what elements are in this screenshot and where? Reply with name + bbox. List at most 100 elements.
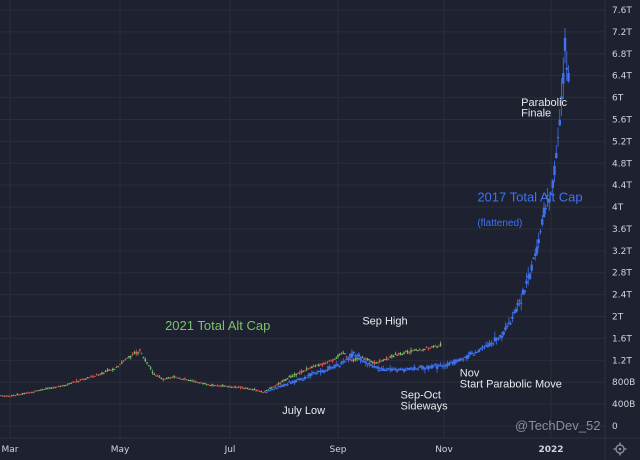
candle-body [434, 363, 437, 365]
candle-body [241, 386, 243, 388]
y-tick-label: 1.6T [612, 334, 632, 344]
candle-body [169, 377, 172, 379]
candle-body [425, 346, 428, 348]
candle-body [331, 366, 334, 369]
candle-body [474, 352, 477, 354]
candle-body [410, 350, 412, 352]
candle-body [455, 360, 458, 362]
candle-body [291, 380, 294, 383]
candle-body [333, 358, 336, 360]
candle-body [343, 361, 347, 363]
candle-body [246, 388, 249, 390]
candle-body [532, 257, 535, 259]
candle-body [411, 350, 414, 352]
candle-body [248, 388, 250, 390]
candle-body [335, 364, 338, 366]
candle-body [140, 353, 143, 355]
candle-body [275, 387, 279, 389]
candle-body [354, 358, 357, 360]
candle-body [380, 367, 383, 370]
candle-body [356, 357, 358, 360]
candle-body [435, 365, 439, 369]
candle-body [383, 370, 387, 372]
candle-body [57, 385, 60, 387]
candle-body [295, 373, 297, 376]
candle-body [498, 335, 502, 337]
candle-body [286, 378, 289, 380]
candle-body [75, 380, 78, 382]
candle-body [157, 375, 159, 377]
candle-body [380, 360, 383, 362]
candle-body [212, 384, 215, 386]
candle-body [81, 379, 83, 381]
candle-body [389, 356, 391, 358]
candle-body [173, 376, 175, 378]
candle-body [357, 354, 361, 357]
candle-body [472, 354, 476, 356]
candle-body [427, 348, 430, 350]
candle-body [526, 275, 530, 278]
series-layer [0, 27, 570, 398]
candle-body [463, 356, 467, 358]
candle-body [349, 359, 351, 361]
candle-body [38, 390, 40, 392]
candle-body [512, 312, 516, 314]
candle-body [325, 363, 327, 365]
candle-body [402, 368, 406, 372]
candle-body [523, 290, 526, 293]
candle-body [432, 366, 435, 368]
candle-body [202, 383, 204, 385]
candle-body [289, 382, 293, 384]
candle-body [176, 377, 179, 379]
candle-body [534, 253, 537, 257]
candle-body [458, 358, 461, 362]
candle-body [270, 389, 274, 391]
candle-body [184, 378, 186, 380]
candle-body [467, 355, 470, 358]
annotation-label: July Low [282, 405, 325, 417]
candle-body [365, 358, 367, 360]
candle-body [298, 372, 301, 374]
candle-body [279, 385, 282, 387]
candle-body [347, 358, 350, 360]
candle-body [384, 359, 386, 361]
candle-body [175, 376, 177, 378]
candle-body [354, 355, 357, 357]
x-tick-label: May [111, 445, 130, 455]
candle-body [124, 359, 127, 361]
candle-body [399, 353, 402, 355]
annotation-label: 2017 Total Alt Cap [477, 190, 582, 205]
candle-body [312, 366, 315, 368]
annotation-label: Start Parabolic Move [460, 379, 562, 391]
candle-body [411, 368, 414, 370]
annotation-label: (flattened) [477, 218, 522, 229]
candle-body [269, 387, 271, 389]
candle-body [86, 377, 89, 379]
candle-body [518, 300, 521, 302]
candle-body [101, 372, 103, 375]
candle-body [0, 395, 2, 397]
candle-body [366, 358, 369, 360]
candle-body [381, 368, 385, 371]
candle-body [366, 363, 369, 365]
candle-body [563, 37, 567, 52]
candle-body [548, 198, 551, 203]
candle-body [122, 360, 125, 362]
x-tick-label: Sep [330, 445, 347, 455]
candle-body [408, 368, 411, 370]
settings-gear-icon[interactable] [613, 442, 627, 456]
candle-body [525, 280, 528, 284]
candle-body [396, 354, 398, 357]
candle-body [115, 367, 118, 369]
candle-body [65, 385, 67, 387]
candle-body [330, 360, 332, 362]
candle-body [227, 386, 229, 388]
candle-body [415, 349, 417, 351]
candle-body [441, 365, 444, 367]
candle-body [399, 368, 402, 370]
y-tick-label: 3.2T [612, 247, 632, 257]
candle-body [448, 362, 451, 366]
candle-body [422, 349, 424, 351]
candle-body [565, 67, 568, 70]
